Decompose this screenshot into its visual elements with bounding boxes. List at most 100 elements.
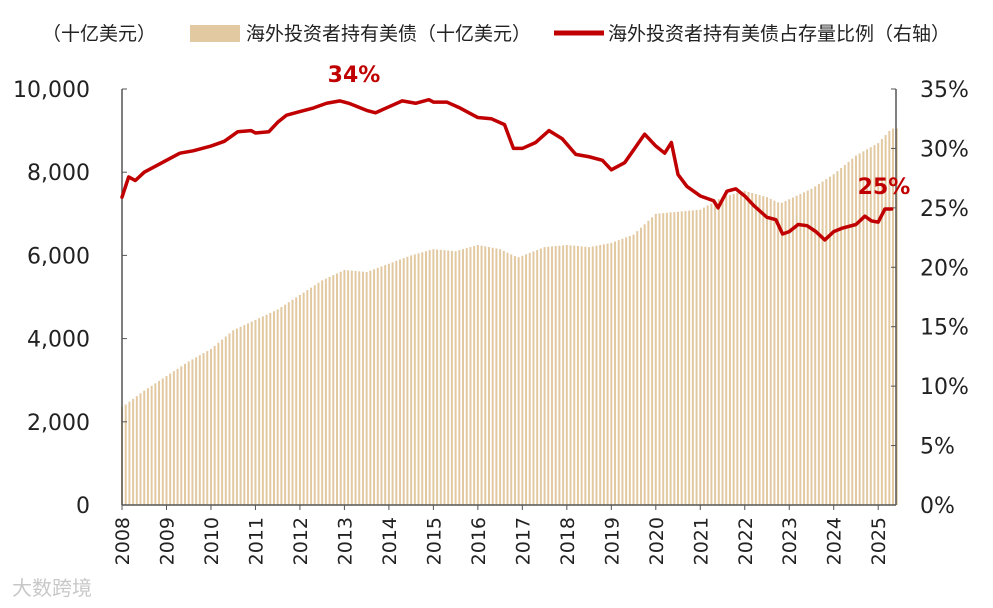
bar <box>302 292 305 505</box>
x-tick-label: 2014 <box>379 517 401 565</box>
bar <box>317 282 320 505</box>
bar <box>180 366 183 505</box>
bar <box>569 245 572 505</box>
bar <box>213 345 216 505</box>
bar <box>595 245 598 505</box>
bar <box>487 247 490 505</box>
bar <box>187 361 190 505</box>
bar <box>710 203 713 505</box>
bar <box>135 396 138 505</box>
right-tick-label: 15% <box>920 316 969 341</box>
bar <box>443 250 446 505</box>
bar <box>191 359 194 505</box>
x-tick-label: 2017 <box>512 517 534 565</box>
bar <box>432 249 435 505</box>
bar <box>261 316 264 505</box>
x-tick-label: 2021 <box>690 517 712 565</box>
bar <box>617 240 620 505</box>
bar <box>851 158 854 505</box>
legend-line-label: 海外投资者持有美债占存量比例（右轴） <box>608 23 950 45</box>
bar <box>169 373 172 505</box>
bar <box>825 179 828 505</box>
bar <box>206 351 209 505</box>
bar <box>791 197 794 505</box>
bar <box>184 363 187 505</box>
x-tick-label: 2018 <box>557 517 579 565</box>
bar <box>399 259 402 505</box>
bar <box>469 247 472 505</box>
bar <box>858 153 861 506</box>
left-axis-unit-label: （十亿美元） <box>42 23 156 45</box>
bar <box>740 191 743 505</box>
bar <box>562 245 565 505</box>
x-tick-label: 2011 <box>245 517 267 565</box>
bar <box>758 195 761 505</box>
bar <box>788 199 791 506</box>
bar <box>502 250 505 505</box>
bar <box>829 176 832 505</box>
bar <box>565 245 568 505</box>
bar <box>243 325 246 505</box>
annotation-peak-label: 34% <box>328 63 381 88</box>
bar <box>343 269 346 505</box>
bar <box>688 210 691 505</box>
bar <box>124 404 127 505</box>
bar <box>799 194 802 506</box>
x-tick-label: 2013 <box>334 517 356 565</box>
bar <box>387 263 390 505</box>
bar <box>235 328 238 505</box>
bar <box>591 246 594 505</box>
bar <box>221 339 224 505</box>
bar <box>673 212 676 505</box>
bar <box>310 287 313 505</box>
bar <box>628 235 631 506</box>
bar <box>551 246 553 505</box>
bar <box>424 251 427 505</box>
bar <box>258 318 261 505</box>
bar <box>725 196 728 505</box>
bar <box>417 253 420 505</box>
bar <box>536 249 539 505</box>
legend: （十亿美元） 海外投资者持有美债（十亿美元） 海外投资者持有美债占存量比例（右轴… <box>42 23 950 45</box>
bar <box>747 191 750 505</box>
bar <box>350 270 353 505</box>
left-tick-label: 2,000 <box>27 411 90 436</box>
bar <box>669 212 672 505</box>
bar <box>606 243 609 506</box>
bar <box>510 254 513 505</box>
right-tick-label: 10% <box>920 375 969 400</box>
bar <box>128 401 131 505</box>
bar <box>324 278 327 505</box>
x-tick-label: 2024 <box>824 517 846 565</box>
bar <box>358 271 361 505</box>
right-tick-label: 25% <box>920 197 969 222</box>
bar <box>847 161 850 506</box>
bar <box>777 202 780 506</box>
bar <box>447 250 450 505</box>
bar <box>513 256 516 505</box>
bar <box>821 181 824 505</box>
bar <box>321 280 324 505</box>
bar <box>528 252 531 505</box>
bar <box>762 196 765 505</box>
bar <box>695 209 698 506</box>
bar <box>554 246 557 506</box>
bar <box>476 245 479 505</box>
bar <box>421 252 424 505</box>
bar <box>198 355 201 505</box>
bar <box>576 246 579 506</box>
x-tick-label: 2020 <box>646 517 668 565</box>
bar <box>658 213 661 505</box>
bar <box>843 164 846 506</box>
bar <box>754 194 757 506</box>
bar <box>361 271 364 505</box>
bar <box>654 213 657 506</box>
bar <box>651 217 654 505</box>
bar <box>854 155 857 505</box>
bar <box>717 199 720 506</box>
bar <box>632 234 635 505</box>
bar <box>684 211 687 505</box>
x-tick-label: 2019 <box>601 517 623 565</box>
x-tick-label: 2023 <box>779 517 801 565</box>
x-tick-label: 2022 <box>735 517 757 565</box>
